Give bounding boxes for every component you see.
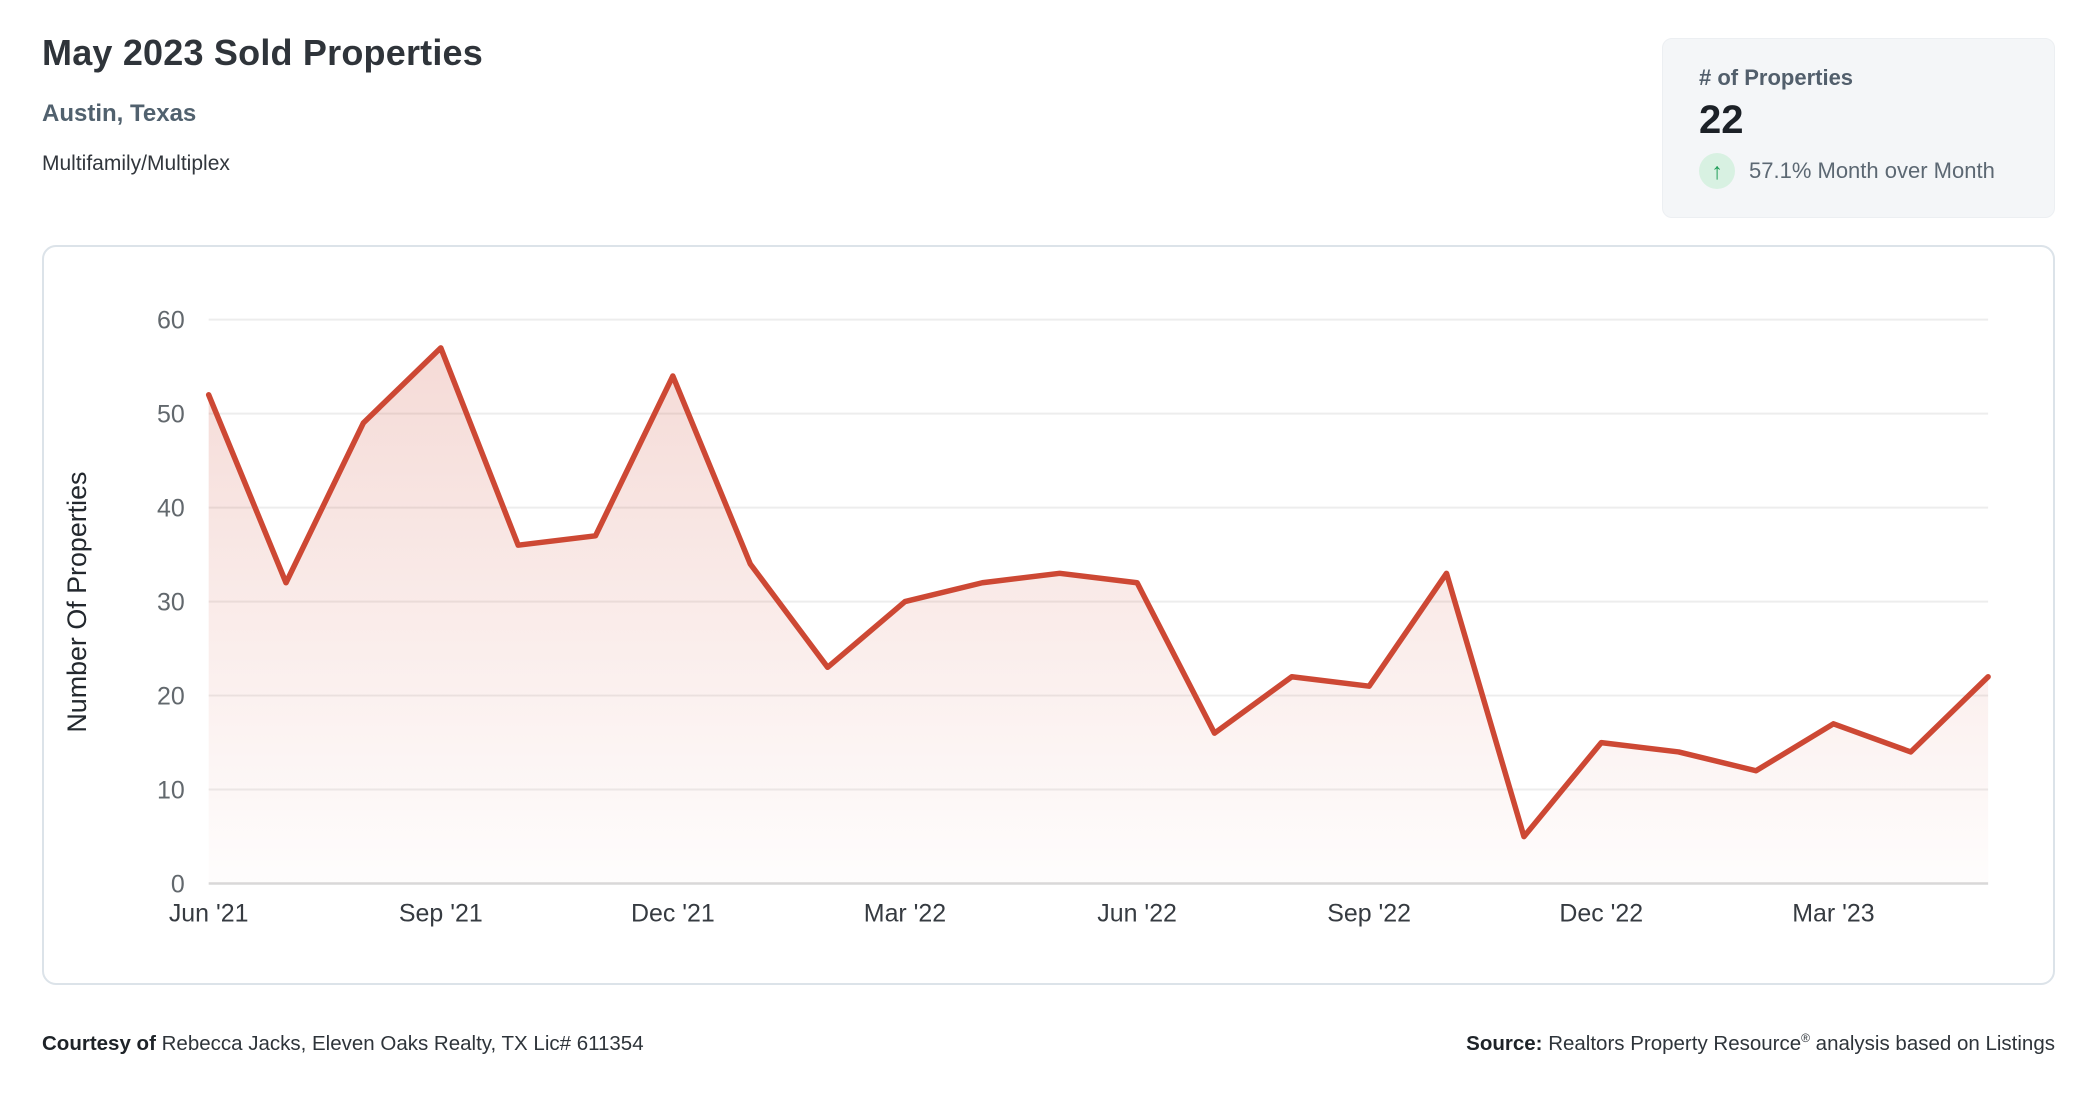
properties-stat-card: # of Properties 22 ↑ 57.1% Month over Mo…: [1662, 38, 2055, 218]
source-name: Realtors Property Resource: [1548, 1032, 1802, 1055]
x-tick-3: Mar '22: [864, 899, 946, 927]
stat-value: 22: [1699, 98, 1744, 142]
source-attribution: Source: Realtors Property Resource® anal…: [1466, 1032, 2055, 1056]
x-tick-5: Sep '22: [1327, 899, 1411, 927]
y-tick-40: 40: [157, 495, 185, 523]
change-text: 57.1% Month over Month: [1749, 158, 1995, 183]
sold-properties-area-chart: 0 10 20 30 40 50 60 Number Of Properties Jun '21…: [62, 307, 1991, 927]
x-tick-4: Jun '22: [1097, 899, 1177, 927]
courtesy-attribution: Courtesy of Rebecca Jacks, Eleven Oaks R…: [42, 1032, 644, 1056]
registered-mark: ®: [1801, 1031, 1810, 1046]
y-axis-title: Number Of Properties: [62, 472, 92, 733]
x-tick-6: Dec '22: [1559, 899, 1643, 927]
x-tick-1: Sep '21: [399, 899, 483, 927]
stat-label: # of Properties: [1699, 65, 1854, 90]
x-tick-2: Dec '21: [631, 899, 715, 927]
area-fill: [208, 347, 1989, 884]
y-tick-20: 20: [157, 683, 185, 711]
property-type-label: Multifamily/Multiplex: [42, 152, 230, 175]
x-tick-7: Mar '23: [1792, 899, 1874, 927]
courtesy-label: Courtesy of: [42, 1032, 156, 1055]
up-arrow-icon: ↑: [1699, 153, 1735, 189]
courtesy-text: Rebecca Jacks, Eleven Oaks Realty, TX Li…: [161, 1032, 644, 1055]
y-tick-60: 60: [157, 307, 185, 335]
y-tick-50: 50: [157, 401, 185, 429]
source-suffix: analysis based on Listings: [1815, 1032, 2055, 1055]
chart-panel: 0 10 20 30 40 50 60 Number Of Properties Jun '21…: [42, 245, 2055, 985]
location-subtitle: Austin, Texas: [42, 100, 197, 127]
source-label: Source:: [1466, 1032, 1543, 1055]
y-tick-0: 0: [171, 871, 185, 899]
month-over-month-change: ↑ 57.1% Month over Month: [1699, 153, 2054, 189]
y-tick-10: 10: [157, 777, 185, 805]
y-tick-30: 30: [157, 589, 185, 617]
x-tick-0: Jun '21: [169, 899, 249, 927]
trend-line: [205, 345, 1991, 840]
page-title: May 2023 Sold Properties: [42, 32, 483, 73]
